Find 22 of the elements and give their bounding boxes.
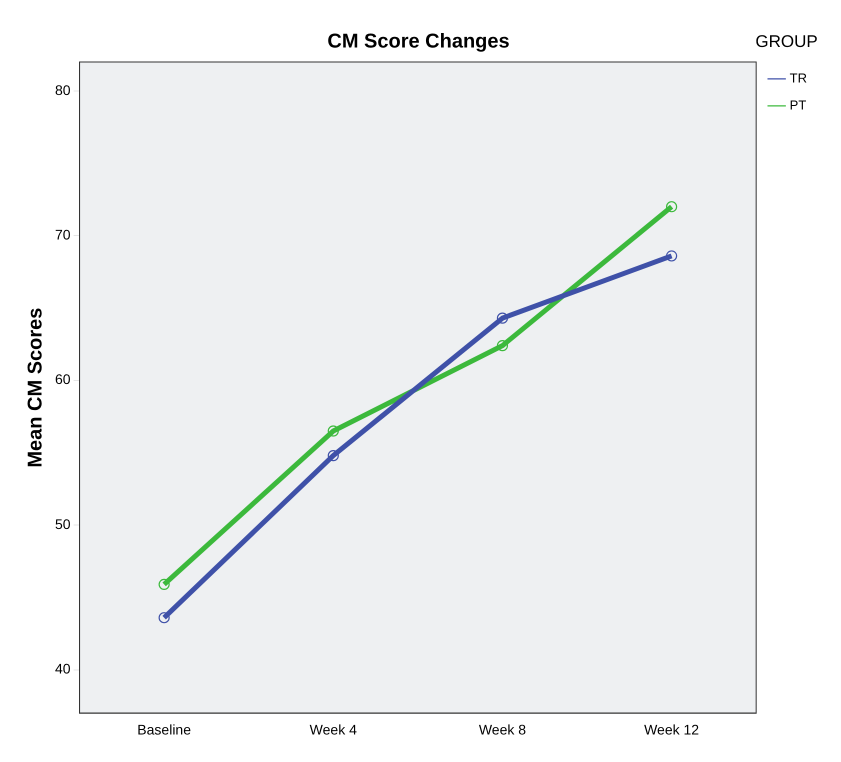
- y-tick-label: 50: [54, 516, 71, 532]
- legend-title: GROUP: [755, 32, 818, 52]
- point: [328, 425, 339, 437]
- x-tick-label: Week 8: [478, 721, 526, 738]
- x-tick-label: Baseline: [137, 721, 192, 738]
- point: [496, 312, 508, 324]
- point: [666, 250, 678, 262]
- x-tick-label: Week 12: [644, 721, 700, 738]
- legend-label: PT: [790, 97, 806, 112]
- y-tick-label: 60: [54, 371, 71, 388]
- legend-label: TR: [790, 70, 808, 86]
- point: [158, 612, 170, 624]
- x-tick-label: Week 4: [310, 721, 358, 738]
- point: [666, 201, 678, 212]
- y-tick-label: 80: [54, 82, 71, 98]
- point: [158, 578, 170, 590]
- point: [496, 340, 508, 352]
- y-tick-label: 40: [54, 660, 71, 677]
- point: [328, 450, 339, 462]
- y-axis-title: Mean CM Scores: [24, 308, 47, 468]
- y-tick-label: 70: [54, 226, 71, 243]
- chart-title: CM Score Changes: [327, 30, 510, 53]
